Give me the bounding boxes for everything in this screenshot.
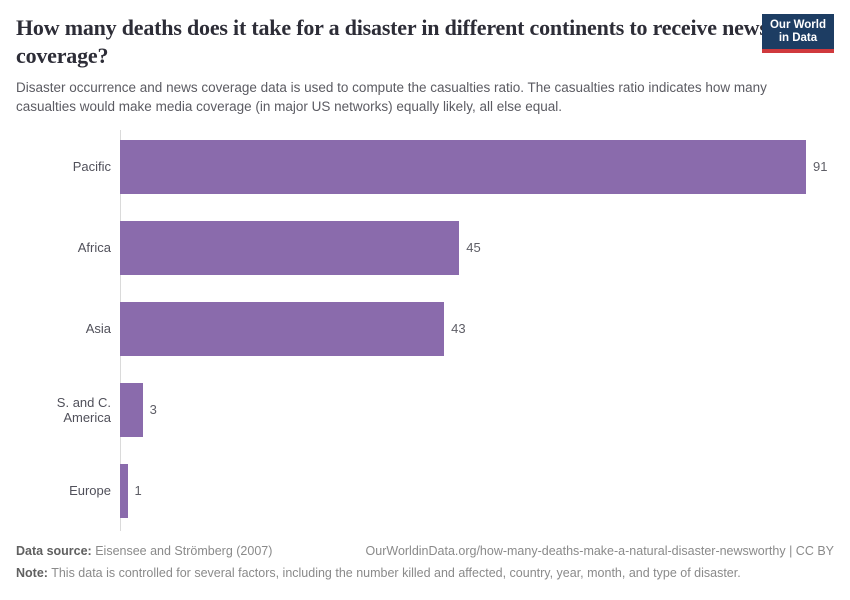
category-label: S. and C. America bbox=[56, 394, 111, 425]
chart-subtitle: Disaster occurrence and news coverage da… bbox=[16, 80, 767, 114]
page-title: How many deaths does it take for a disas… bbox=[16, 15, 768, 68]
bar-s-and-c-america[interactable] bbox=[120, 382, 143, 437]
bar-chart: Pacific 91 Africa 45 Asia 43 S. and C. America… bbox=[16, 126, 834, 531]
value-label: 91 bbox=[813, 159, 828, 174]
value-label: 1 bbox=[134, 483, 142, 498]
owid-logo: Our World in Data bbox=[761, 14, 834, 53]
bar-europe[interactable] bbox=[120, 463, 128, 518]
data-source-text: Eisensee and Strömberg (2007) bbox=[91, 544, 273, 558]
bar-area: 45 bbox=[120, 207, 834, 288]
value-label: 45 bbox=[466, 240, 481, 255]
chart-footer: Data source: Eisensee and Strömberg (200… bbox=[16, 543, 834, 582]
bar-area: 43 bbox=[120, 288, 834, 369]
note-label: Note: bbox=[16, 566, 48, 580]
chart-row: Pacific 91 bbox=[16, 126, 834, 207]
category-label: Africa bbox=[77, 240, 111, 255]
data-source: Data source: Eisensee and Strömberg (200… bbox=[16, 543, 272, 560]
bar-area: 3 bbox=[120, 369, 834, 450]
bar-area: 1 bbox=[120, 450, 834, 531]
bar-africa[interactable] bbox=[120, 220, 460, 275]
owid-logo-line1: Our World bbox=[769, 19, 826, 31]
bar-asia[interactable] bbox=[120, 301, 445, 356]
chart-row: Asia 43 bbox=[16, 288, 834, 369]
value-label: 3 bbox=[149, 402, 157, 417]
bar-area: 91 bbox=[120, 126, 834, 207]
footer-url: OurWorldinData.org/how-many-deaths-make-… bbox=[365, 544, 834, 558]
data-source-label: Data source: bbox=[16, 544, 92, 558]
owid-logo-line2: in Data bbox=[778, 32, 818, 44]
footer-source-row: Data source: Eisensee and Strömberg (200… bbox=[16, 543, 834, 560]
category-label: Asia bbox=[85, 321, 111, 336]
category-label: Pacific bbox=[72, 159, 111, 174]
category-label: Europe bbox=[69, 483, 111, 498]
value-label: 43 bbox=[451, 321, 466, 336]
chart-rows: Pacific 91 Africa 45 Asia 43 S. and C. America… bbox=[16, 126, 834, 531]
bar-pacific[interactable] bbox=[120, 139, 806, 194]
chart-row: Europe 1 bbox=[16, 450, 834, 531]
footer-note: Note: This data is controlled for severa… bbox=[16, 565, 834, 582]
note-text: This data is controlled for several fact… bbox=[47, 566, 741, 580]
chart-row: S. and C. America 3 bbox=[16, 369, 834, 450]
chart-row: Africa 45 bbox=[16, 207, 834, 288]
